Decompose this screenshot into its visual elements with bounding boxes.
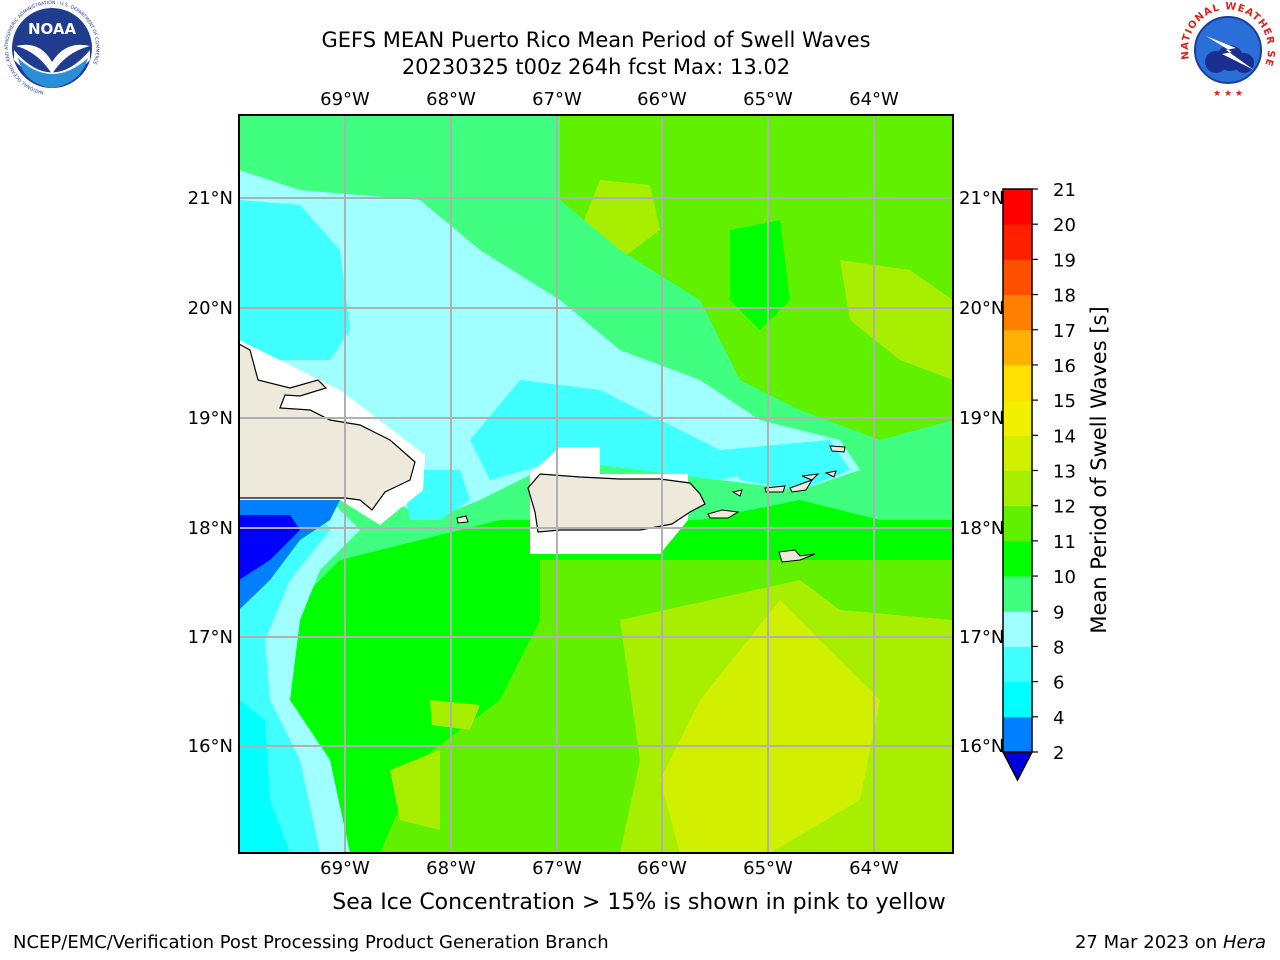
colorbar-segment — [1003, 224, 1032, 260]
land-st-croix — [778, 549, 816, 563]
footer-date-text: 27 Mar 2023 on — [1074, 932, 1223, 953]
colorbar-segment — [1003, 716, 1032, 753]
lon-label: 66°W — [637, 858, 687, 879]
colorbar-tick-label: 21 — [1053, 180, 1076, 201]
colorbar-segment — [1003, 505, 1032, 542]
noaa-logo-icon: NOAA NATIONAL OCEANIC AND ATMOSPHERIC AD… — [2, 0, 102, 98]
lat-label: 20°N — [959, 298, 1004, 319]
colorbar-segment — [1003, 540, 1032, 577]
lon-label: 65°W — [743, 858, 793, 879]
lat-label: 16°N — [959, 736, 1004, 757]
land-puerto-rico — [527, 473, 706, 533]
colorbar-segment — [1003, 681, 1032, 718]
colorbar-tick-label: 13 — [1053, 462, 1076, 483]
lon-label: 67°W — [532, 858, 582, 879]
colorbar-tick-label: 9 — [1053, 602, 1064, 623]
chart-title: GEFS MEAN Puerto Rico Mean Period of Swe… — [321, 28, 871, 52]
lat-label: 20°N — [188, 298, 233, 319]
lon-label: 68°W — [426, 858, 476, 879]
colorbar-segment — [1003, 435, 1032, 471]
lon-label: 64°W — [849, 858, 899, 879]
colorbar-segment — [1003, 364, 1032, 401]
lat-label: 17°N — [188, 627, 233, 648]
lon-label: 69°W — [320, 858, 370, 879]
colorbar-tick-label: 11 — [1053, 532, 1076, 553]
lon-label: 69°W — [320, 89, 370, 110]
colorbar-label: Mean Period of Swell Waves [s] — [1087, 306, 1111, 633]
lat-label: 18°N — [188, 518, 233, 539]
noaa-logo-text: NOAA — [28, 20, 77, 38]
lat-labels-left: 21°N 20°N 19°N 18°N 17°N 16°N — [188, 188, 233, 757]
colorbar-tick-label: 6 — [1053, 673, 1064, 694]
colorbar-segment — [1003, 470, 1032, 507]
lat-label: 21°N — [188, 188, 233, 209]
lat-label: 18°N — [959, 518, 1004, 539]
swell-period-field — [239, 115, 953, 853]
nws-logo-icon: NATIONAL WEATHER SERVICE ★ ★ ★ — [1176, 0, 1276, 99]
footer-credit: NCEP/EMC/Verification Post Processing Pr… — [13, 932, 609, 953]
colorbar-tick-label: 10 — [1053, 567, 1076, 588]
colorbar-tick-label: 20 — [1053, 215, 1076, 236]
colorbar-tick-label: 14 — [1053, 426, 1076, 447]
lon-label: 64°W — [849, 89, 899, 110]
map-frame — [238, 114, 954, 854]
lat-label: 16°N — [188, 736, 233, 757]
colorbar-segment — [1003, 189, 1032, 225]
lat-labels-right: 21°N 20°N 19°N 18°N 17°N 16°N — [959, 188, 1004, 757]
sea-ice-note: Sea Ice Concentration > 15% is shown in … — [332, 890, 946, 915]
colorbar-segment — [1003, 576, 1032, 612]
chart-subtitle: 20230325 t00z 264h fcst Max: 13.02 — [401, 55, 791, 79]
lon-labels-top: 69°W 68°W 67°W 66°W 65°W 64°W — [320, 89, 899, 110]
colorbar-segment — [1003, 259, 1032, 296]
colorbar-tick-label: 16 — [1053, 356, 1076, 377]
footer-date: 27 Mar 2023 on Hera — [1075, 932, 1266, 953]
colorbar-tick-label: 15 — [1053, 391, 1076, 412]
lon-label: 67°W — [532, 89, 582, 110]
svg-text:★ ★ ★: ★ ★ ★ — [1213, 89, 1243, 99]
lon-label: 68°W — [426, 89, 476, 110]
map-gridlines — [239, 115, 953, 853]
colorbar-tick-label: 17 — [1053, 321, 1076, 342]
lat-label: 19°N — [959, 408, 1004, 429]
footer-machine: Hera — [1222, 932, 1266, 953]
colorbar-extend-triangle — [1001, 751, 1034, 782]
colorbar-segment — [1003, 400, 1032, 436]
colorbar-tick-label: 4 — [1053, 708, 1064, 729]
colorbar-tick-label: 19 — [1053, 250, 1076, 271]
colorbar-tick-label: 8 — [1053, 637, 1064, 658]
land-hispaniola — [239, 343, 416, 511]
colorbar-tick-label: 2 — [1053, 743, 1064, 764]
colorbar-segment — [1003, 646, 1032, 683]
lon-labels-bottom: 69°W 68°W 67°W 66°W 65°W 64°W — [320, 858, 899, 879]
colorbar: 2 4 6 8 9 10 11 12 13 14 15 16 17 18 19 20 21 — [1001, 180, 1076, 782]
colorbar-segment — [1003, 329, 1032, 366]
lon-label: 66°W — [637, 89, 687, 110]
lat-label: 19°N — [188, 408, 233, 429]
colorbar-tick-label: 12 — [1053, 497, 1076, 518]
lat-label: 17°N — [959, 627, 1004, 648]
lon-label: 65°W — [743, 89, 793, 110]
colorbar-segment — [1003, 294, 1032, 331]
colorbar-tick-label: 18 — [1053, 286, 1076, 307]
lat-label: 21°N — [959, 188, 1004, 209]
colorbar-segment — [1003, 611, 1032, 647]
